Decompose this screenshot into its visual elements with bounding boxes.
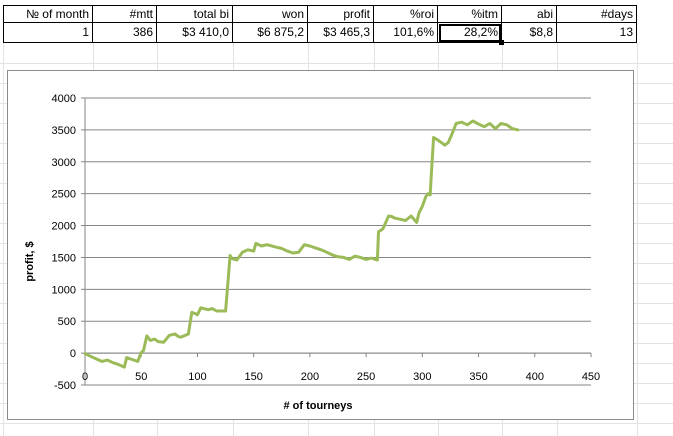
y-tick-label: 2500 — [52, 189, 76, 201]
header-total-bi[interactable]: total bi — [157, 5, 233, 23]
y-tick-label: 1500 — [52, 252, 76, 264]
value-roi[interactable]: 101,6% — [374, 23, 438, 43]
value-days[interactable]: 13 — [557, 23, 637, 43]
x-tick-label: 300 — [413, 371, 431, 383]
x-tick-label: 100 — [188, 371, 206, 383]
header-profit[interactable]: profit — [308, 5, 374, 23]
header-abi[interactable]: abi — [502, 5, 557, 23]
profit-series-line — [83, 119, 520, 369]
y-tick-label: 4000 — [52, 93, 76, 105]
x-tick-label: 50 — [135, 371, 147, 383]
header-days[interactable]: #days — [557, 5, 637, 23]
value-month[interactable]: 1 — [3, 23, 93, 43]
x-axis-title: # of tourneys — [283, 400, 352, 412]
value-mtt[interactable]: 386 — [93, 23, 157, 43]
header-itm[interactable]: %itm — [438, 5, 502, 23]
y-tick-label: 2000 — [52, 221, 76, 233]
x-tick-label: 0 — [82, 371, 88, 383]
value-won[interactable]: $6 875,2 — [233, 23, 308, 43]
y-tick-label: 500 — [58, 316, 76, 328]
y-tick-label: 1000 — [52, 284, 76, 296]
chart-object[interactable]: -500 0 500 1000 1500 2000 2500 3000 3500 4000 0 50 1… — [7, 70, 634, 420]
y-tick-label: 0 — [70, 348, 76, 360]
x-tick-label: 400 — [526, 371, 544, 383]
header-won[interactable]: won — [233, 5, 308, 23]
value-itm-selected-cell[interactable]: 28,2% — [438, 23, 502, 43]
header-roi[interactable]: %roi — [374, 5, 438, 23]
value-abi[interactable]: $8,8 — [502, 23, 557, 43]
x-tick-label: 150 — [244, 371, 262, 383]
x-tick-label: 250 — [357, 371, 375, 383]
profit-line-chart: -500 0 500 1000 1500 2000 2500 3000 3500 4000 0 50 1… — [24, 93, 600, 412]
fill-handle[interactable] — [499, 40, 504, 45]
x-tick-label: 200 — [301, 371, 319, 383]
y-tick-label: 3000 — [52, 157, 76, 169]
value-profit[interactable]: $3 465,3 — [308, 23, 374, 43]
header-month[interactable]: № of month — [3, 5, 93, 23]
y-tick-label: -500 — [54, 380, 76, 392]
x-tick-label: 350 — [469, 371, 487, 383]
x-tick-label: 450 — [582, 371, 600, 383]
header-mtt[interactable]: #mtt — [93, 5, 157, 23]
y-axis-title: profit, $ — [24, 241, 36, 281]
value-total-bi[interactable]: $3 410,0 — [157, 23, 233, 43]
y-tick-label: 3500 — [52, 125, 76, 137]
